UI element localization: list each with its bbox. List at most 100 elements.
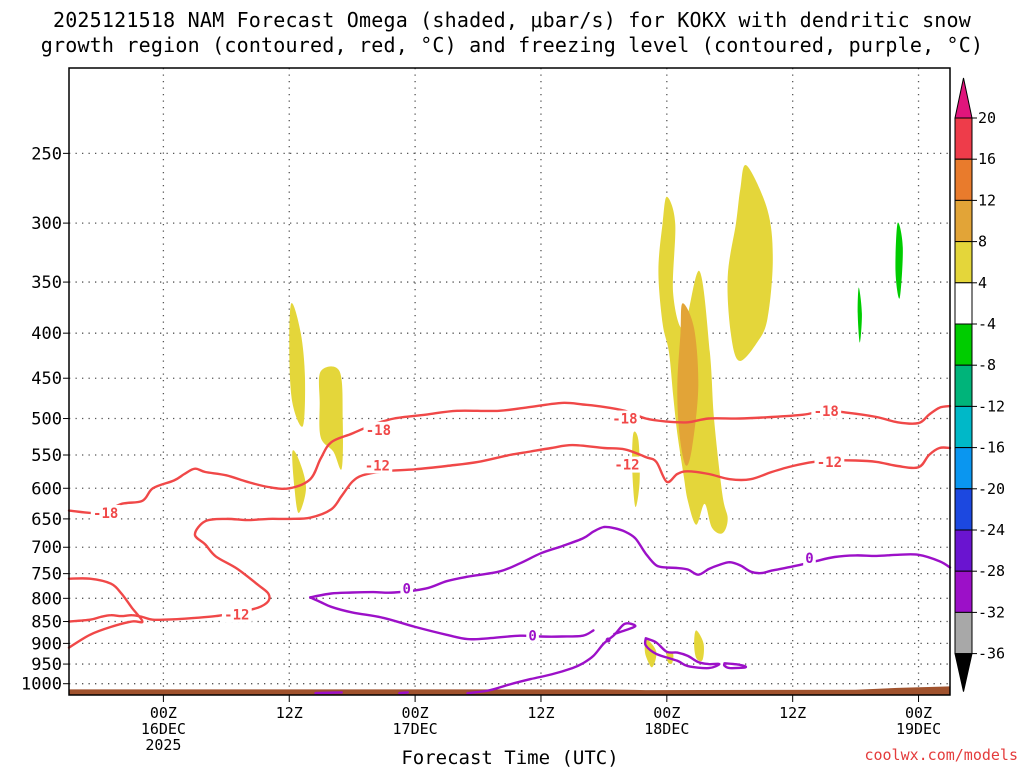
colorbar-label: -16: [978, 439, 1005, 457]
y-tick-label: 600: [31, 479, 62, 499]
y-tick-label: 900: [31, 634, 62, 654]
x-tick-label: 17DEC: [393, 720, 438, 738]
colorbar-swatch: [954, 405, 973, 449]
y-tick-label: 1000: [21, 675, 62, 695]
contour-line: [309, 525, 952, 599]
x-tick-label: 2025: [145, 736, 181, 754]
y-tick-label: 800: [31, 589, 62, 609]
x-tick-label: 16DEC: [141, 720, 186, 738]
colorbar-label: -12: [978, 397, 1005, 415]
contour-line: [67, 577, 144, 649]
colorbar-label: 4: [978, 274, 987, 292]
contour-line: [722, 662, 748, 670]
x-tick-label: 00Z: [402, 704, 429, 722]
colorbar-label: 8: [978, 233, 987, 251]
x-tick-label: 19DEC: [896, 720, 941, 738]
contour-label-background: [609, 410, 640, 427]
colorbar-swatch: [954, 323, 973, 366]
omega-region: [289, 302, 306, 427]
omega-region: [895, 222, 903, 299]
contour-label: 0: [402, 582, 410, 598]
y-tick-label: 250: [31, 144, 62, 164]
y-tick-label: 500: [31, 410, 62, 430]
colorbar-swatch: [954, 570, 973, 613]
contour-label: 0: [528, 629, 536, 645]
colorbar-label: -36: [978, 645, 1005, 663]
omega-region: [677, 303, 699, 466]
colorbar-swatch: [954, 611, 973, 655]
contour-label-background: [363, 421, 394, 438]
contour-label: -12: [365, 458, 390, 474]
y-tick-label: 350: [31, 273, 62, 293]
x-tick-label: 12Z: [527, 704, 554, 722]
colorbar-swatch: [954, 158, 973, 201]
colorbar-label: -24: [978, 521, 1005, 539]
y-tick-label: 400: [31, 324, 62, 344]
contour-label: -18: [366, 423, 391, 439]
contour-label: -18: [612, 412, 637, 428]
chart-title-line1: 2025121518 NAM Forecast Omega (shaded, μ…: [52, 8, 972, 32]
contour-label: -18: [93, 506, 118, 522]
colorbar-bottom-arrow: [954, 653, 973, 692]
colorbar-swatch: [954, 488, 973, 531]
contour-label: -12: [614, 458, 639, 474]
omega-colorbar: 20 16 12 8 4 -4 -8 -12 -16 -20 -24 -28 -32 -36: [954, 77, 1005, 692]
contour-label-background: [803, 550, 816, 567]
omega-region: [694, 630, 704, 662]
omega-region: [318, 366, 343, 470]
contour-line: [314, 691, 343, 695]
plot-frame: [68, 67, 951, 696]
omega-region: [292, 450, 307, 513]
colorbar-label: -20: [978, 480, 1005, 498]
x-tick-label: 12Z: [779, 704, 806, 722]
y-tick-label: 700: [31, 538, 62, 558]
contour-label-background: [526, 627, 539, 644]
colorbar-label: 16: [978, 150, 996, 168]
contour-label-background: [221, 606, 252, 623]
colorbar-swatch: [954, 529, 973, 572]
omega-region: [857, 287, 862, 343]
axis-layer: 2503003504004505005506006507007508008509…: [21, 67, 951, 754]
contour-label-background: [814, 453, 845, 470]
y-tick-label: 450: [31, 369, 62, 389]
colorbar-swatch: [954, 199, 973, 243]
colorbar-swatch: [954, 282, 973, 325]
colorbar-swatch: [954, 447, 973, 490]
contour-line: [309, 596, 595, 641]
omega-shading-layer: [69, 164, 950, 695]
ground-surface-band: [69, 686, 950, 695]
credit-text: coolwx.com/models: [864, 746, 1018, 764]
contour-line: [67, 443, 952, 623]
colorbar-label: -28: [978, 562, 1005, 580]
omega-region: [727, 164, 773, 361]
contour-label-background: [811, 402, 842, 419]
x-tick-label: 00Z: [653, 704, 680, 722]
contour-layer: [67, 401, 952, 695]
contour-label-layer: -18 -18 -18 -18 -12 -12 -12 -12 0 0 0: [90, 402, 845, 645]
y-tick-label: 650: [31, 510, 62, 530]
y-tick-label: 850: [31, 613, 62, 633]
contour-label-background: [90, 504, 121, 521]
contour-label-background: [362, 457, 393, 474]
x-tick-label: 12Z: [276, 704, 303, 722]
contour-label-background: [400, 580, 414, 597]
y-tick-label: 300: [31, 214, 62, 234]
colorbar-swatch: [954, 364, 973, 407]
y-tick-label: 750: [31, 565, 62, 585]
contour-line: [466, 622, 637, 695]
grid-layer: [69, 68, 950, 695]
colorbar-label: 12: [978, 191, 996, 209]
contour-line: [398, 691, 409, 695]
contour-label: -12: [817, 455, 842, 471]
x-tick-label: 00Z: [905, 704, 932, 722]
colorbar-label: 20: [978, 109, 996, 127]
contour-line: [643, 637, 721, 670]
y-tick-label: 950: [31, 655, 62, 675]
contour-label: -18: [814, 404, 839, 420]
colorbar-label: -32: [978, 603, 1005, 621]
colorbar-swatch: [954, 241, 973, 284]
colorbar-label: -4: [978, 315, 996, 333]
contour-dot-mark: [605, 637, 611, 643]
x-tick-label: 18DEC: [644, 720, 689, 738]
